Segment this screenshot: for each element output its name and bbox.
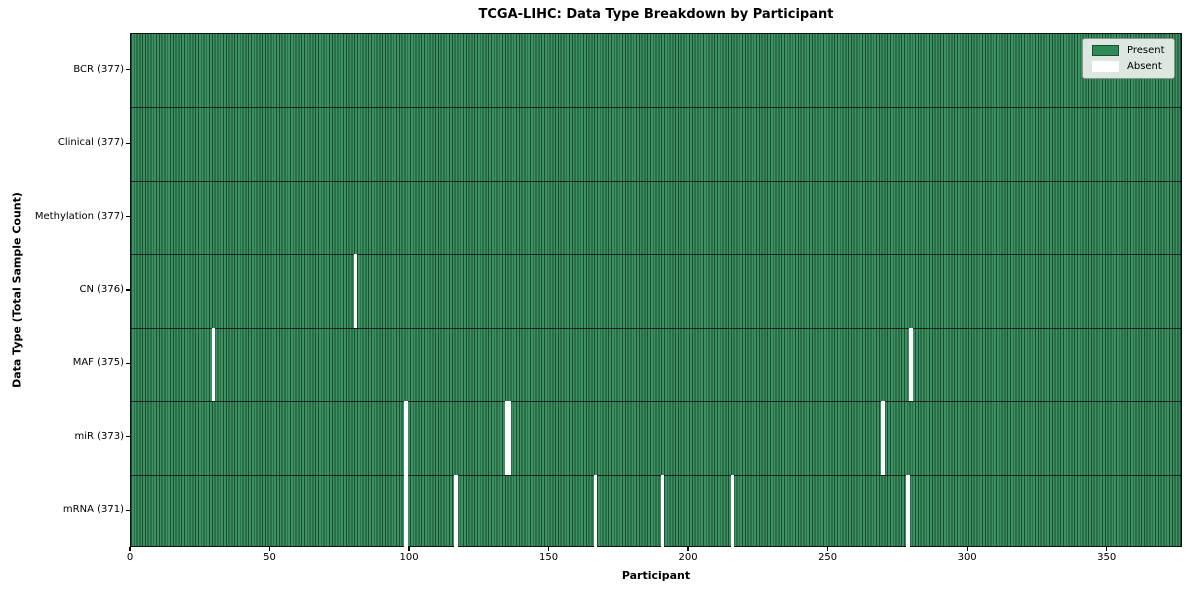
row-divider xyxy=(131,474,1181,476)
x-tick-mark xyxy=(687,547,689,551)
x-tick-label-0: 0 xyxy=(126,552,134,563)
legend-item-present: Present xyxy=(1092,45,1165,56)
row-divider xyxy=(131,180,1181,182)
y-tick-mark xyxy=(126,69,130,71)
absent-marker-mir-98 xyxy=(404,401,408,475)
x-tick-mark xyxy=(827,547,829,551)
legend-label-absent: Absent xyxy=(1127,61,1162,72)
chart-title: TCGA-LIHC: Data Type Breakdown by Partic… xyxy=(478,7,834,22)
row-divider xyxy=(131,254,1181,256)
y-tick-label-cn: CN (376) xyxy=(79,284,124,295)
absent-marker-mir-134 xyxy=(504,401,509,475)
y-tick-label-clinical: Clinical (377) xyxy=(57,137,124,149)
x-tick-mark xyxy=(408,547,410,551)
x-tick-mark xyxy=(129,547,131,551)
y-tick-mark xyxy=(126,289,130,291)
absent-marker-mrna-278 xyxy=(906,474,910,548)
y-tick-label-methylation: Methylation (377) xyxy=(34,210,124,222)
x-tick-mark xyxy=(1106,547,1108,551)
y-tick-label-mrna: mRNA (371) xyxy=(62,504,124,516)
y-tick-label-bcr: BCR (377) xyxy=(73,63,124,75)
row-divider xyxy=(131,327,1181,329)
x-tick-label-100: 100 xyxy=(399,552,419,563)
absent-marker-maf-29 xyxy=(211,327,216,402)
x-tick-label-200: 200 xyxy=(678,552,698,563)
y-tick-label-maf: MAF (375) xyxy=(72,357,124,369)
y-tick-mark xyxy=(126,436,130,438)
plot-area xyxy=(130,33,1182,548)
x-tick-label-350: 350 xyxy=(1097,552,1117,563)
legend-item-absent: Absent xyxy=(1092,61,1165,72)
absent-marker-mrna-116 xyxy=(454,474,458,548)
row-divider xyxy=(131,401,1181,403)
legend: Present Absent xyxy=(1082,38,1175,79)
absent-marker-maf-279 xyxy=(909,327,913,402)
y-tick-mark xyxy=(126,215,130,218)
absent-marker-mir-135 xyxy=(507,401,511,475)
x-tick-label-250: 250 xyxy=(818,552,838,563)
absent-marker-mrna-166 xyxy=(593,474,598,548)
absent-marker-mir-269 xyxy=(881,401,885,475)
y-tick-label-mir: miR (373) xyxy=(74,430,124,442)
x-tick-mark xyxy=(268,547,271,551)
row-divider xyxy=(131,107,1181,109)
x-tick-label-50: 50 xyxy=(263,552,276,563)
x-tick-mark xyxy=(547,547,550,551)
legend-swatch-absent-icon xyxy=(1092,61,1119,72)
x-tick-label-150: 150 xyxy=(539,552,559,563)
y-tick-mark xyxy=(126,509,130,511)
absent-marker-cn-80 xyxy=(353,254,358,328)
absent-marker-mrna-215 xyxy=(730,474,735,548)
absent-marker-mrna-98 xyxy=(404,474,408,548)
legend-label-present: Present xyxy=(1127,45,1165,56)
legend-swatch-present-icon xyxy=(1092,45,1119,56)
x-tick-mark xyxy=(966,547,968,551)
x-tick-label-300: 300 xyxy=(957,552,977,563)
absent-marker-mrna-190 xyxy=(660,474,665,548)
y-tick-mark xyxy=(126,142,130,144)
y-tick-mark xyxy=(126,362,130,365)
x-axis-title: Participant xyxy=(621,569,691,582)
